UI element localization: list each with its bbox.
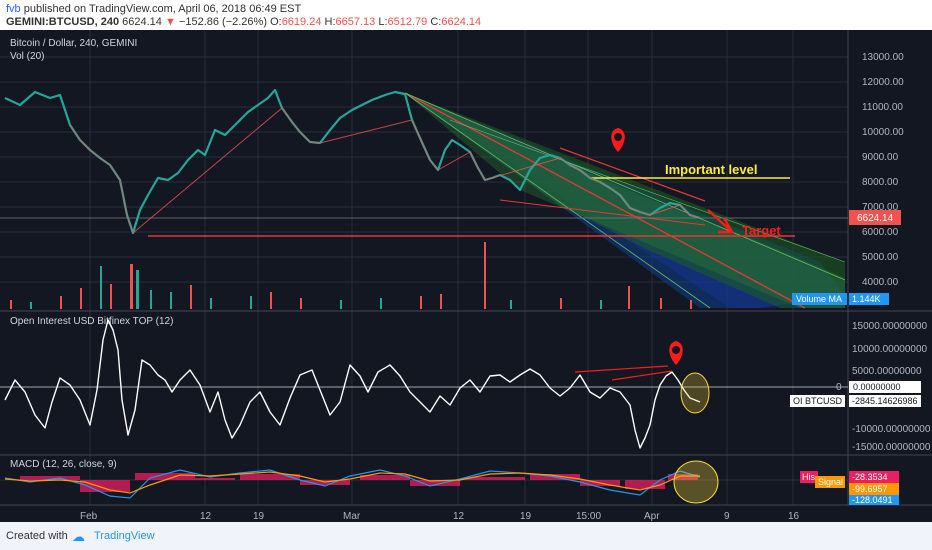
oi-tick: 0	[836, 382, 842, 393]
author-link[interactable]: fvb	[6, 3, 21, 15]
price-tick: 4000.00	[862, 277, 899, 288]
created-with-label: Created with	[6, 530, 68, 542]
low-value: 6512.79	[387, 16, 428, 28]
macd-pane-title: MACD (12, 26, close, 9)	[10, 459, 117, 470]
volume-ma-badge	[792, 293, 847, 305]
volume-ma-value: 1.144K	[852, 294, 881, 304]
signal-value-badge	[849, 483, 899, 495]
time-tick: Mar	[343, 511, 361, 522]
signal-value: -99.6957	[852, 484, 888, 494]
macd-value: -128.0491	[852, 495, 893, 505]
oi-label-badge	[790, 395, 845, 407]
price-tick: 11000.00	[862, 102, 903, 113]
close-value: 6624.14	[441, 16, 482, 28]
hist-label-badge	[800, 471, 818, 483]
target-arrow	[707, 209, 735, 234]
vol-label: Vol (20)	[10, 51, 44, 62]
price-tick: 10000.00	[862, 127, 904, 138]
macd-line	[4, 469, 701, 499]
down-arrow-icon: ▼	[164, 16, 176, 28]
time-tick: 16	[788, 511, 800, 522]
price-tick: 5000.00	[862, 252, 899, 263]
published-text: published on TradingView.com, April 06, …	[23, 3, 302, 15]
oi-resistance-line-2[interactable]	[611, 370, 673, 381]
oi-tick: -15000.00000000	[852, 442, 931, 453]
oi-tick: 15000.00000000	[852, 321, 928, 332]
oi-zero-badge	[849, 381, 921, 393]
ohlc-line: GEMINI:BTCUSD, 240 6624.14 ▼ −152.86 (−2…	[6, 16, 481, 28]
time-tick: 19	[520, 511, 532, 522]
open-label: O:	[270, 16, 282, 28]
macd-value-badge	[849, 495, 899, 505]
low-label: L:	[378, 16, 388, 28]
high-value: 6657.13	[335, 16, 376, 28]
current-price-value: 6624.14	[857, 213, 894, 224]
time-tick: 15:00	[576, 511, 601, 522]
oi-pane-title: Open Interest USD Bitfinex TOP (12)	[10, 316, 173, 327]
volume-ma-value-badge	[849, 293, 889, 305]
tradingview-logo-icon: ☁	[72, 529, 85, 544]
high-label: H:	[324, 16, 336, 28]
symbol-label: GEMINI:BTCUSD, 240	[6, 16, 120, 28]
chart-svg: Important level Target Bitcoin / Dollar,…	[0, 30, 932, 522]
oi-tick: 5000.00000000	[852, 366, 922, 377]
macd-highlight-circle	[673, 460, 719, 504]
footer: Created with ☁ TradingView	[0, 522, 932, 550]
signal-label-badge	[815, 476, 845, 488]
oi-label: OI BTCUSD	[793, 396, 843, 406]
oi-highlight-circle	[680, 372, 710, 414]
target-label: Target	[742, 223, 781, 238]
volume-bars	[10, 242, 692, 309]
price-change: −152.86 (−2.26%)	[178, 16, 267, 28]
price-tick: 8000.00	[862, 177, 899, 188]
important-level-label: Important level	[665, 162, 757, 177]
tradingview-brand-link[interactable]: TradingView	[94, 530, 155, 542]
main-pane-title: Bitcoin / Dollar, 240, GEMINI	[10, 38, 137, 49]
pin-icon[interactable]	[669, 341, 683, 365]
hist-label: His	[802, 472, 815, 482]
time-tick: 12	[200, 511, 212, 522]
close-label: C:	[430, 16, 442, 28]
time-tick: Apr	[644, 511, 660, 522]
pin-icon[interactable]	[611, 128, 625, 152]
header: fvb published on TradingView.com, April …	[0, 0, 932, 30]
current-price-badge	[849, 210, 901, 225]
oi-tick: 10000.00000000	[852, 344, 928, 355]
price-tick: 9000.00	[862, 152, 899, 163]
time-axis[interactable]: Feb 12 19 Mar 12 19 15:00 Apr 9 16	[80, 511, 800, 522]
chart-area[interactable]: Important level Target Bitcoin / Dollar,…	[0, 30, 932, 522]
publish-line: fvb published on TradingView.com, April …	[6, 3, 301, 15]
oi-tick: -10000.00000000	[852, 424, 931, 435]
oi-resistance-line[interactable]	[574, 365, 669, 373]
price-tick: 12000.00	[862, 77, 904, 88]
time-tick: Feb	[80, 511, 98, 522]
hist-value: -28.3534	[852, 472, 888, 482]
hist-value-badge	[849, 471, 899, 483]
price-tick: 13000.00	[862, 52, 904, 63]
price-tick: 6000.00	[862, 227, 899, 238]
price-down-series	[69, 107, 701, 234]
oi-value: -2845.14626986	[852, 396, 918, 406]
time-tick: 12	[453, 511, 465, 522]
price-axis[interactable]: 13000.00 12000.00 11000.00 10000.00 9000…	[862, 52, 904, 288]
volume-ma-label: Volume MA	[796, 294, 842, 304]
signal-label: Signal	[818, 477, 843, 487]
oi-axis[interactable]: 15000.00000000 10000.00000000 5000.00000…	[836, 321, 931, 453]
time-tick: 19	[253, 511, 265, 522]
last-price: 6624.14	[122, 16, 162, 28]
open-value: 6619.24	[281, 16, 322, 28]
price-tick: 7000.00	[862, 202, 899, 213]
oi-series	[4, 319, 701, 449]
oi-value-badge	[849, 395, 921, 407]
signal-line	[4, 471, 700, 494]
oi-zero-value: 0.00000000	[853, 382, 901, 392]
time-tick: 9	[724, 511, 730, 522]
